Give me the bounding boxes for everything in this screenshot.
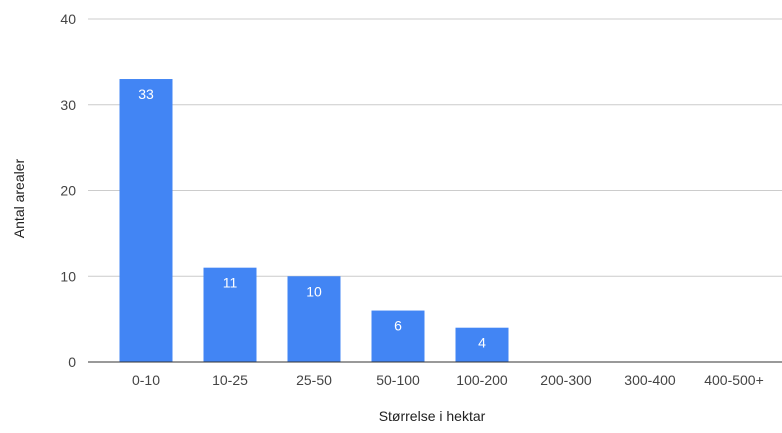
gridlines — [88, 18, 782, 277]
bars — [119, 79, 509, 363]
x-axis-ticks: 0-10 10-25 25-50 50-100 100-200 200-300 300-40… — [132, 372, 764, 388]
y-axis-title: Antal arealer — [11, 158, 27, 238]
x-tick-label: 10-25 — [212, 372, 248, 388]
y-tick-label: 0 — [68, 354, 76, 370]
y-axis-ticks: 0 10 20 30 40 — [60, 11, 76, 370]
x-tick-label: 50-100 — [376, 372, 420, 388]
x-tick-label: 0-10 — [132, 372, 160, 388]
data-label-50-100: 6 — [394, 318, 402, 334]
x-tick-label: 200-300 — [540, 372, 592, 388]
y-tick-label: 30 — [60, 97, 76, 113]
x-axis-title: Størrelse i hektar — [379, 408, 486, 424]
y-tick-label: 10 — [60, 268, 76, 284]
bar-25-50 — [287, 276, 341, 362]
data-labels: 33 11 10 6 4 — [138, 86, 486, 351]
data-label-25-50: 10 — [306, 283, 322, 299]
x-tick-label: 300-400 — [624, 372, 676, 388]
x-tick-label: 25-50 — [296, 372, 332, 388]
bar-50-100 — [371, 310, 425, 362]
x-tick-label: 400-500+ — [704, 372, 764, 388]
bar-100-200 — [455, 327, 509, 362]
bar-0-10 — [119, 79, 173, 363]
bar-10-25 — [203, 267, 257, 362]
data-label-100-200: 4 — [478, 335, 486, 351]
y-tick-label: 20 — [60, 183, 76, 199]
x-tick-label: 100-200 — [456, 372, 508, 388]
y-tick-label: 40 — [60, 11, 76, 27]
data-label-10-25: 11 — [223, 275, 238, 291]
data-label-0-10: 33 — [138, 86, 154, 102]
